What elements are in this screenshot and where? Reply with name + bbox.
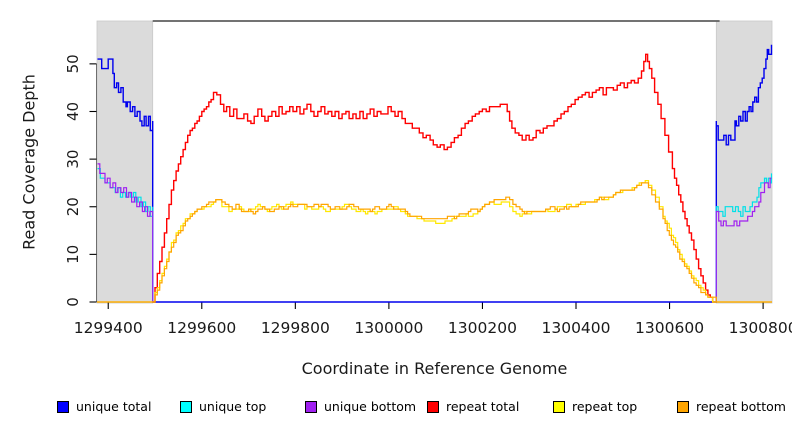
y-axis-title: Read Coverage Depth bbox=[19, 74, 39, 250]
series-path-unique-bottom bbox=[715, 177, 772, 302]
series-path-repeat-total bbox=[152, 53, 717, 303]
y-axis-tick-label: 0 bbox=[64, 297, 82, 307]
y-axis-tick-label: 30 bbox=[64, 150, 82, 169]
x-axis-tick-label: 1300000 bbox=[354, 319, 423, 337]
x-axis-tick-label: 1300400 bbox=[541, 319, 610, 337]
series-path-repeat-top bbox=[97, 180, 772, 303]
shaded-region-left-flank bbox=[96, 20, 154, 304]
x-axis-tick-label: 1299600 bbox=[167, 319, 236, 337]
y-axis-tick-label: 10 bbox=[64, 245, 82, 264]
x-axis-tick-label: 1299400 bbox=[74, 319, 143, 337]
x-axis-tick-label: 1300800 bbox=[729, 319, 792, 337]
x-axis-tick-label: 1299800 bbox=[261, 319, 330, 337]
shaded-region-right-flank bbox=[715, 20, 773, 304]
series-path-unique-total bbox=[97, 44, 773, 303]
series-path-unique-bottom bbox=[97, 163, 154, 302]
y-axis-tick-label: 50 bbox=[64, 54, 82, 73]
y-axis-tick-label: 20 bbox=[64, 197, 82, 216]
series-path-repeat-bottom bbox=[97, 182, 772, 303]
x-axis-tick-label: 1300600 bbox=[635, 319, 704, 337]
x-axis-tick-label: 1300200 bbox=[448, 319, 517, 337]
series-path-unique-top bbox=[715, 173, 773, 302]
x-axis-title: Coordinate in Reference Genome bbox=[301, 359, 568, 378]
y-axis-tick-label: 40 bbox=[64, 102, 82, 121]
